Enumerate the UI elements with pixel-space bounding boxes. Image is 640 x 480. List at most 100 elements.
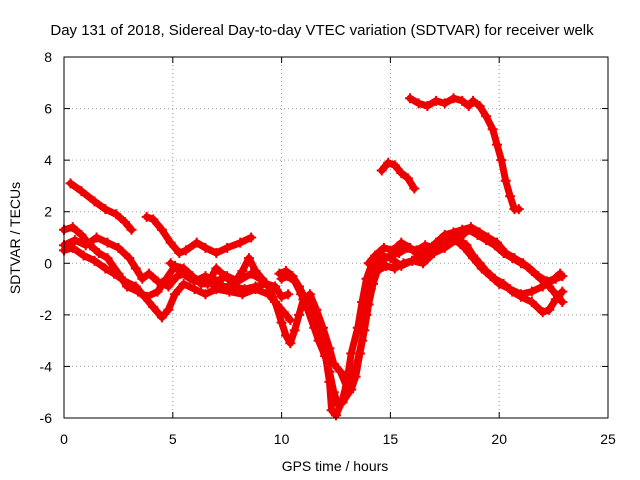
data-point <box>346 348 357 359</box>
data-point <box>270 296 281 307</box>
data-point <box>555 268 566 279</box>
data-point <box>320 348 331 359</box>
data-point <box>422 100 433 111</box>
x-tick-label: 0 <box>60 431 68 447</box>
x-tick-label: 15 <box>383 431 399 447</box>
data-point <box>126 224 137 235</box>
data-point <box>156 312 167 323</box>
y-tick-label: 0 <box>44 255 52 271</box>
series-sat-i <box>363 222 568 307</box>
data-point <box>428 247 439 258</box>
data-point <box>152 286 163 297</box>
data-point <box>174 266 185 277</box>
data-point <box>222 242 233 253</box>
data-point <box>89 255 100 266</box>
y-tick-label: 8 <box>44 49 52 65</box>
x-tick-label: 5 <box>169 431 177 447</box>
data-point <box>163 281 174 292</box>
data-point <box>448 93 459 104</box>
data-point <box>337 394 348 405</box>
data-point <box>557 296 568 307</box>
data-point <box>130 281 141 292</box>
data-point <box>211 263 222 274</box>
data-point <box>250 266 261 277</box>
data-point <box>185 273 196 284</box>
data-point <box>544 304 555 315</box>
plot-frame <box>63 56 609 419</box>
data-point <box>280 266 291 277</box>
data-point <box>280 330 291 341</box>
series-sat-k <box>404 93 524 215</box>
data-point <box>65 178 76 189</box>
data-point <box>378 242 389 253</box>
data-point <box>357 335 368 346</box>
data-point <box>100 204 111 215</box>
data-point <box>376 165 387 176</box>
data-point <box>492 139 503 150</box>
data-point <box>263 281 274 292</box>
data-point <box>431 95 442 106</box>
data-point <box>383 157 394 168</box>
data-point <box>468 95 479 106</box>
data-point <box>276 291 287 302</box>
y-tick-label: -4 <box>40 358 53 374</box>
data-point <box>200 289 211 300</box>
data-point <box>152 276 163 287</box>
data-point <box>294 309 305 320</box>
data-point <box>285 338 296 349</box>
data-point <box>274 268 285 279</box>
x-tick-label: 25 <box>600 431 616 447</box>
data-point <box>202 278 213 289</box>
data-point <box>243 253 254 264</box>
data-point <box>228 278 239 289</box>
data-point <box>537 307 548 318</box>
x-axis-title: GPS time / hours <box>282 458 389 474</box>
data-point <box>394 247 405 258</box>
data-point <box>487 124 498 135</box>
data-point <box>492 237 503 248</box>
data-point <box>481 111 492 122</box>
data-point <box>257 273 268 284</box>
axis-ticks <box>63 56 609 419</box>
data-series <box>59 93 568 421</box>
data-point <box>494 278 505 289</box>
data-point <box>163 304 174 315</box>
data-point <box>404 242 415 253</box>
data-point <box>513 204 524 215</box>
data-point <box>246 232 257 243</box>
data-point <box>335 366 346 377</box>
data-point <box>457 95 468 106</box>
data-point <box>141 211 152 222</box>
data-point <box>311 304 322 315</box>
series-sat-j <box>376 157 420 194</box>
data-point <box>89 196 100 207</box>
data-point <box>93 247 104 258</box>
data-point <box>341 376 352 387</box>
data-point <box>526 296 537 307</box>
data-point <box>307 312 318 323</box>
data-point <box>224 286 235 297</box>
data-point <box>102 237 113 248</box>
data-point <box>69 235 80 246</box>
data-point <box>174 247 185 258</box>
data-point <box>119 276 130 287</box>
data-point <box>78 250 89 261</box>
x-tick-label: 10 <box>274 431 290 447</box>
data-point <box>285 315 296 326</box>
data-point <box>250 284 261 295</box>
data-point <box>211 247 222 258</box>
data-point <box>67 222 78 233</box>
data-point <box>476 263 487 274</box>
data-point <box>169 289 180 300</box>
data-point <box>407 255 418 266</box>
data-point <box>130 263 141 274</box>
data-point <box>413 250 424 261</box>
data-point <box>409 183 420 194</box>
data-point <box>180 245 191 256</box>
y-tick-labels: -6 -4 -2 0 2 4 6 8 <box>40 49 53 426</box>
data-point <box>139 291 150 302</box>
y-tick-label: 6 <box>44 101 52 117</box>
data-point <box>544 281 555 292</box>
data-point <box>80 240 91 251</box>
